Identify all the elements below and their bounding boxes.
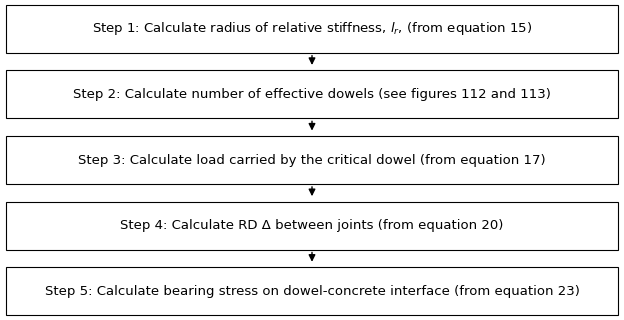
- Text: Step 3: Calculate load carried by the critical dowel (from equation 17): Step 3: Calculate load carried by the cr…: [78, 154, 546, 166]
- Bar: [6, 5, 618, 53]
- Bar: [6, 70, 618, 118]
- Text: Step 4: Calculate RD Δ between joints (from equation 20): Step 4: Calculate RD Δ between joints (f…: [120, 219, 504, 232]
- Bar: [6, 267, 618, 315]
- Bar: [6, 136, 618, 184]
- Bar: [6, 202, 618, 250]
- Text: Step 2: Calculate number of effective dowels (see figures 112 and 113): Step 2: Calculate number of effective do…: [73, 88, 551, 101]
- Text: Step 5: Calculate bearing stress on dowel-concrete interface (from equation 23): Step 5: Calculate bearing stress on dowe…: [44, 285, 580, 298]
- Text: Step 1: Calculate radius of relative stiffness, $l_r$, (from equation 15): Step 1: Calculate radius of relative sti…: [92, 20, 532, 37]
